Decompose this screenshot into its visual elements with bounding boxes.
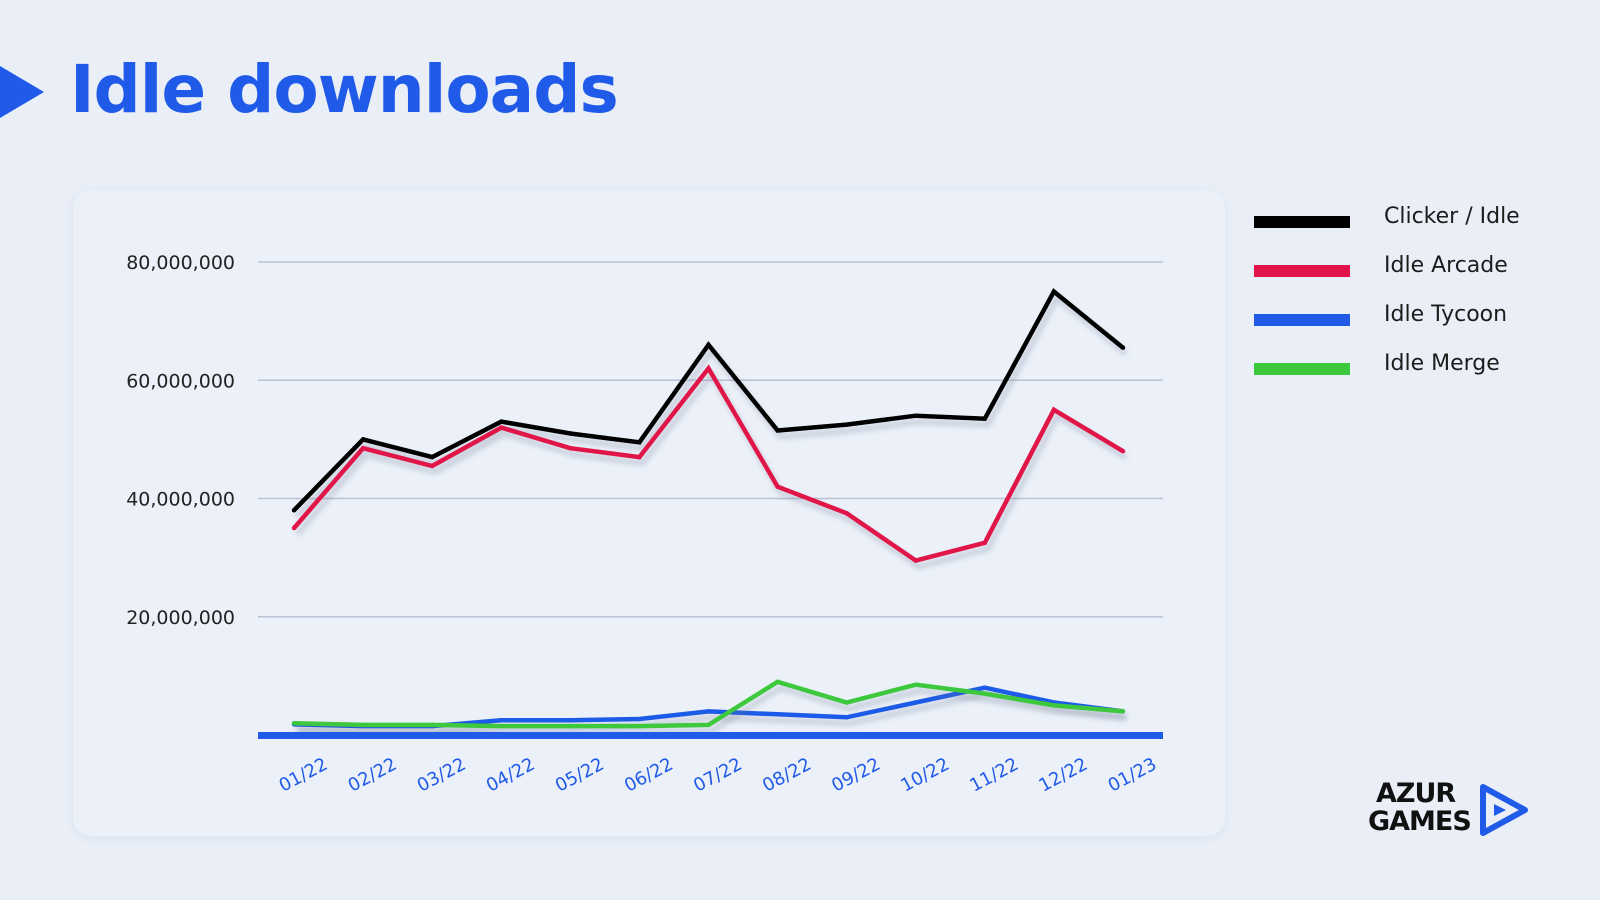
x-tick-label: 10/22 [897,754,953,797]
legend-swatch [1254,314,1350,326]
data-point [706,722,711,728]
data-point [844,700,849,705]
data-point [982,685,988,690]
data-point [982,540,988,546]
chart-card: 20,000,000 40,000,000 60,000,000 80,000,000… [73,190,1225,836]
legend-label: Idle Tycoon [1384,302,1508,327]
y-tick-label: 80,000,000 [126,252,235,274]
data-point [982,691,988,696]
data-point [568,723,573,729]
y-tick-label: 40,000,000 [126,489,235,511]
y-tick-label: 20,000,000 [126,607,235,629]
series-line-clicker-idle [292,288,1125,512]
x-tick-label: 07/22 [690,754,746,797]
data-point [360,437,366,442]
x-tick-label: 12/22 [1036,754,1092,797]
data-point [499,419,504,424]
data-point [429,454,435,460]
data-point [499,718,504,723]
x-tick-label: 11/22 [966,754,1022,797]
page-title: Idle downloads [70,51,619,128]
data-point [568,431,573,436]
data-point [1051,407,1057,413]
data-point [291,508,297,513]
data-point [844,422,849,427]
data-point [1051,289,1057,294]
data-point [913,682,918,687]
data-point [1051,703,1057,708]
legend-item-clicker-idle: Clicker / Idle [1252,198,1592,247]
play-triangle-icon [1480,784,1528,836]
data-point [844,715,849,720]
data-point [982,416,988,421]
data-point [775,712,780,717]
x-tick-label: 08/22 [759,754,815,797]
x-tick-label: 02/22 [345,754,401,797]
data-point [637,723,642,729]
data-point [706,366,711,371]
x-tick-label: 01/22 [276,754,332,797]
chart-legend: Clicker / Idle Idle Arcade Idle Tycoon I… [1252,198,1592,394]
data-point [1120,709,1126,714]
legend-item-idle-arcade: Idle Arcade [1252,247,1592,296]
data-point [568,718,573,723]
data-point [637,440,642,445]
azur-games-logo: AZUR GAMES [1368,780,1538,840]
legend-label: Clicker / Idle [1384,204,1520,229]
logo-wordmark: AZUR GAMES [1368,778,1472,837]
x-tick-label: 06/22 [621,754,677,797]
data-point [429,463,435,469]
data-point [706,709,711,714]
data-point [706,342,711,347]
data-point [844,511,849,516]
title-arrow-icon [0,66,44,118]
data-point [775,484,780,489]
logo-line-1: AZUR [1376,778,1456,809]
data-point [913,413,918,418]
legend-item-idle-merge: Idle Merge [1252,345,1592,394]
data-point [360,722,366,728]
data-point [568,446,573,451]
data-point [637,454,642,460]
data-point [637,716,642,722]
legend-swatch [1254,265,1350,277]
legend-swatch [1254,363,1350,375]
legend-label: Idle Merge [1384,351,1500,376]
data-point [499,723,504,729]
data-point [291,720,297,726]
x-tick-label: 09/22 [828,754,884,797]
legend-label: Idle Arcade [1384,253,1508,278]
series-line-idle-tycoon [293,685,1124,729]
line-chart: 20,000,000 40,000,000 60,000,000 80,000,000… [126,252,1163,797]
legend-item-idle-tycoon: Idle Tycoon [1252,296,1592,345]
x-tick-label: 03/22 [414,754,470,797]
data-point [913,700,918,705]
data-point [913,558,918,563]
data-point [1120,345,1126,350]
logo-line-2: GAMES [1368,806,1472,837]
data-point [360,446,366,451]
data-point [1120,449,1126,454]
data-point [775,428,780,433]
legend-swatch [1254,216,1350,228]
x-tick-label: 05/22 [552,754,608,797]
data-point [429,722,435,728]
x-tick-label: 01/23 [1105,754,1161,797]
x-tick-label: 04/22 [483,754,539,797]
data-point [775,679,780,684]
y-tick-label: 60,000,000 [126,370,235,392]
data-point [499,425,504,430]
data-point [291,525,297,531]
